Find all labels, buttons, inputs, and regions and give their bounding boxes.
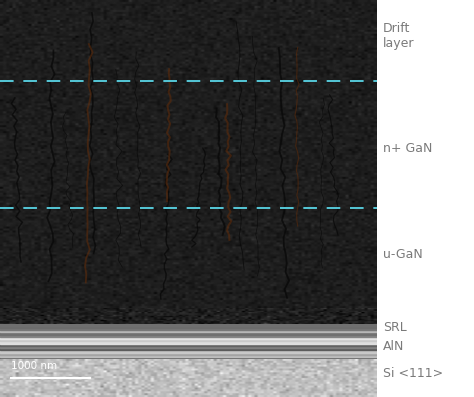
Bar: [0, 353, 377, 355]
Bar: [0, 357, 377, 359]
Bar: [0, 359, 377, 397]
Bar: [0, 333, 377, 335]
Bar: [0, 326, 377, 328]
Text: u-GaN: u-GaN: [383, 248, 422, 260]
Bar: [0, 346, 377, 348]
Bar: [0, 355, 377, 357]
Bar: [0, 335, 377, 337]
Text: SRL: SRL: [383, 321, 406, 334]
Text: n+ GaN: n+ GaN: [383, 143, 432, 155]
Bar: [0, 348, 377, 351]
Bar: [0, 0, 377, 308]
Bar: [0, 330, 377, 333]
Bar: [0, 324, 377, 326]
Bar: [0, 328, 377, 330]
Bar: [0, 308, 377, 324]
Text: Drift
layer: Drift layer: [383, 22, 414, 50]
Bar: [0, 337, 377, 339]
Bar: [0, 344, 377, 346]
Text: Si <111>: Si <111>: [383, 367, 443, 380]
Bar: [0, 341, 377, 344]
Bar: [0, 324, 377, 359]
Bar: [0, 351, 377, 353]
Text: 1000 nm: 1000 nm: [11, 361, 57, 371]
Text: AlN: AlN: [383, 340, 404, 353]
Bar: [0, 339, 377, 341]
